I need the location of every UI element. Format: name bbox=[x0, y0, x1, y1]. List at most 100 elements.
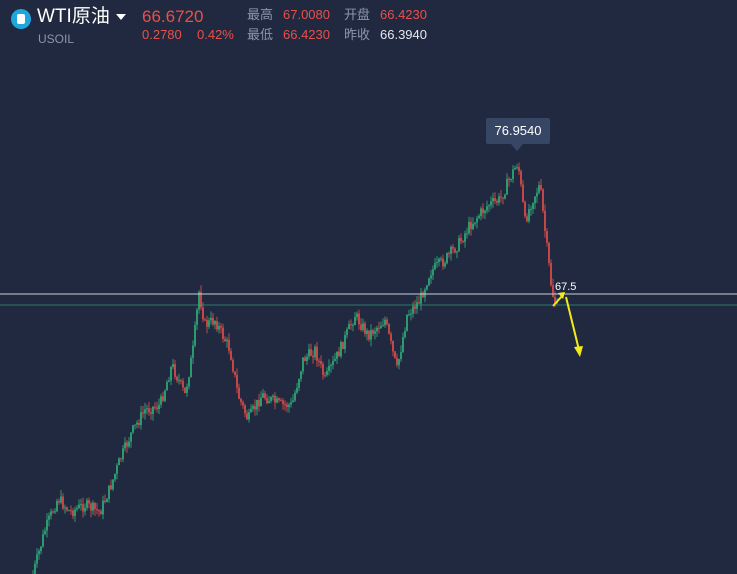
candle-body bbox=[518, 167, 520, 172]
candle-body bbox=[142, 412, 144, 414]
candle-body bbox=[162, 396, 164, 401]
candle-body bbox=[222, 327, 224, 339]
candle-body bbox=[400, 352, 402, 360]
candle-body bbox=[506, 178, 508, 195]
candle-body bbox=[144, 409, 146, 414]
candle-body bbox=[416, 302, 418, 309]
candle-body bbox=[364, 323, 366, 334]
candle-body bbox=[68, 510, 70, 512]
candle-body bbox=[536, 192, 538, 197]
candle-body bbox=[434, 263, 436, 270]
prev-close-value: 66.3940 bbox=[380, 27, 427, 42]
candle-body bbox=[170, 367, 172, 381]
candle-body bbox=[438, 258, 440, 262]
candle-body bbox=[496, 200, 498, 203]
candle-body bbox=[130, 432, 132, 442]
candle-body bbox=[398, 359, 400, 366]
candle-body bbox=[232, 360, 234, 372]
candle-body bbox=[200, 291, 202, 308]
symbol-code: USOIL bbox=[38, 32, 75, 46]
candle-body bbox=[54, 511, 56, 513]
candle-body bbox=[184, 387, 186, 393]
candle-body bbox=[172, 364, 174, 367]
quote-header: WTI原油 USOIL 66.6720 0.2780 0.42% 最高 67.0… bbox=[0, 0, 737, 52]
candle-body bbox=[304, 357, 306, 361]
candle-body bbox=[66, 507, 68, 511]
candle-body bbox=[214, 321, 216, 325]
candle-body bbox=[274, 395, 276, 403]
candle-body bbox=[484, 210, 486, 213]
candle-body bbox=[96, 509, 98, 511]
candle-body bbox=[166, 382, 168, 391]
candle-body bbox=[210, 317, 212, 321]
last-price: 66.6720 bbox=[142, 7, 204, 26]
candle-body bbox=[220, 326, 222, 328]
candle-body bbox=[86, 500, 88, 508]
candle-body bbox=[380, 325, 382, 329]
symbol-name[interactable]: WTI原油 bbox=[37, 6, 110, 27]
candle-body bbox=[100, 511, 102, 515]
candle-body bbox=[84, 508, 86, 512]
candle-body bbox=[404, 330, 406, 337]
candle-body bbox=[88, 500, 90, 504]
candle-body bbox=[378, 327, 380, 329]
candle-body bbox=[276, 398, 278, 403]
candle-body bbox=[464, 233, 466, 242]
candle-body bbox=[194, 325, 196, 346]
candle-body bbox=[226, 339, 228, 342]
candle-body bbox=[218, 326, 220, 330]
candle-body bbox=[352, 325, 354, 327]
candle-body bbox=[90, 503, 92, 511]
candle-body bbox=[120, 458, 122, 460]
candle-body bbox=[458, 238, 460, 252]
candle-body bbox=[256, 399, 258, 410]
candle-body bbox=[216, 321, 218, 330]
candle-body bbox=[254, 406, 256, 410]
candle-body bbox=[134, 424, 136, 426]
candle-body bbox=[278, 398, 280, 401]
candle-body bbox=[132, 425, 134, 433]
candle-body bbox=[306, 356, 308, 361]
candle-body bbox=[526, 216, 528, 222]
high-label: 最高 bbox=[247, 7, 274, 22]
candle-body bbox=[406, 314, 408, 331]
prev-close-label: 昨收 bbox=[344, 27, 371, 42]
open-label: 开盘 bbox=[344, 7, 371, 22]
candle-body bbox=[446, 253, 448, 264]
candle-body bbox=[424, 289, 426, 298]
candle-body bbox=[230, 351, 232, 360]
candle-body bbox=[402, 337, 404, 353]
candle-body bbox=[174, 364, 176, 377]
candle-body bbox=[502, 197, 504, 199]
candle-body bbox=[138, 422, 140, 425]
candle-body bbox=[520, 171, 522, 185]
candle-body bbox=[234, 371, 236, 375]
candle-body bbox=[82, 504, 84, 512]
candle-body bbox=[102, 500, 104, 515]
candle-body bbox=[498, 196, 500, 203]
candle-body bbox=[140, 412, 142, 425]
candle-body bbox=[148, 408, 150, 413]
candle-body bbox=[110, 485, 112, 490]
candle-body bbox=[240, 398, 242, 403]
candle-body bbox=[72, 510, 74, 517]
candle-body bbox=[182, 380, 184, 388]
candle-body bbox=[462, 241, 464, 243]
candle-body bbox=[448, 253, 450, 255]
candle-body bbox=[244, 405, 246, 414]
candle-body bbox=[426, 285, 428, 290]
candle-body bbox=[470, 221, 472, 230]
symbol-dropdown-caret-icon[interactable] bbox=[116, 14, 126, 20]
candle-body bbox=[44, 530, 46, 535]
candle-body bbox=[78, 504, 80, 509]
candle-body bbox=[48, 515, 50, 520]
candle-body bbox=[92, 502, 94, 511]
candle-body bbox=[288, 404, 290, 408]
candle-body bbox=[60, 496, 62, 503]
candle-body bbox=[322, 364, 324, 375]
candle-body bbox=[384, 319, 386, 326]
candle-body bbox=[408, 314, 410, 316]
candle-body bbox=[456, 251, 458, 253]
candle-body bbox=[296, 387, 298, 393]
